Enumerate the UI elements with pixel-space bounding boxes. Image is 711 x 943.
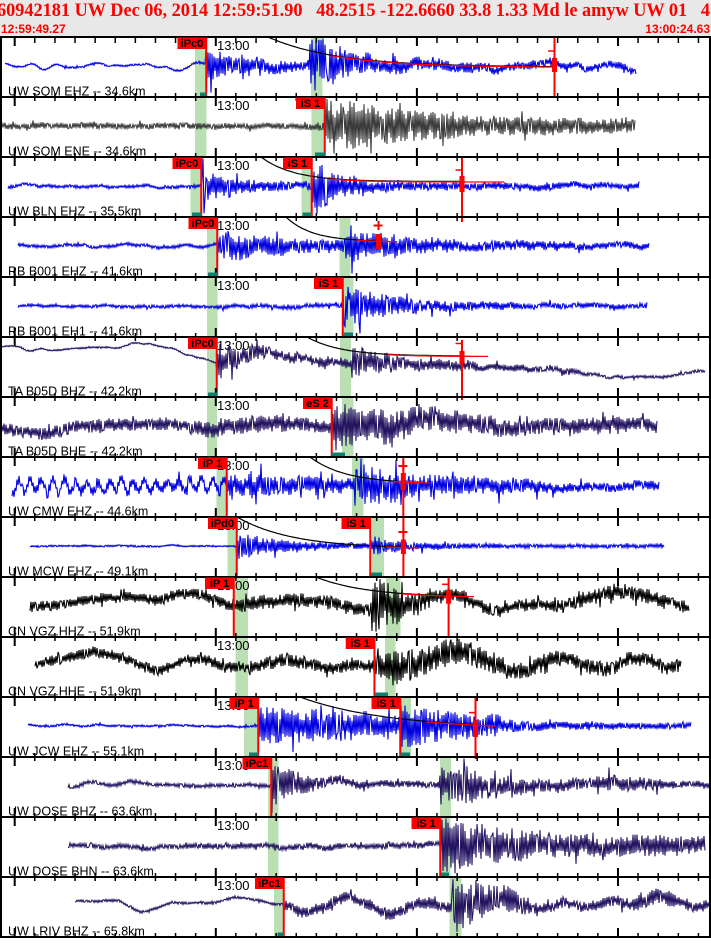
svg-text:iS 1: iS 1: [346, 518, 366, 530]
svg-text:TA B05D BHE -- 42.2km: TA B05D BHE -- 42.2km: [8, 445, 143, 459]
svg-text:13:00: 13:00: [217, 278, 250, 293]
svg-text:UW SQM ENE -- 34.6km: UW SQM ENE -- 34.6km: [8, 145, 146, 159]
svg-text:iS 1: iS 1: [319, 278, 339, 290]
svg-text:UW SQM EHZ -- 34.6km: UW SQM EHZ -- 34.6km: [8, 85, 146, 99]
svg-text:iPc0: iPc0: [176, 158, 199, 170]
svg-text:13:00: 13:00: [217, 338, 250, 353]
svg-text:13:00: 13:00: [217, 818, 250, 833]
svg-text:iPc0: iPc0: [191, 338, 214, 350]
svg-text:UW DOSE BHZ -- 63.6km: UW DOSE BHZ -- 63.6km: [8, 805, 152, 819]
svg-text:iP 1: iP 1: [210, 578, 229, 590]
svg-text:13:00: 13:00: [217, 758, 250, 773]
svg-text:eS 2: eS 2: [306, 398, 329, 410]
svg-text:iS 1: iS 1: [288, 158, 308, 170]
svg-text:13:00: 13:00: [217, 398, 250, 413]
svg-text:13:00: 13:00: [217, 38, 250, 53]
svg-text:13:00: 13:00: [217, 158, 250, 173]
svg-text:CN VGZ.HHZ -- 51.9km: CN VGZ.HHZ -- 51.9km: [8, 625, 141, 639]
svg-text:13:00:24.63: 13:00:24.63: [645, 22, 710, 36]
svg-text:UW MCW EHZ -- 49.1km: UW MCW EHZ -- 49.1km: [8, 565, 148, 579]
svg-text:iS 1: iS 1: [350, 638, 370, 650]
svg-text:UW DOSE BHN -- 63.6km: UW DOSE BHN -- 63.6km: [8, 865, 154, 879]
svg-text:CN VGZ.HHE -- 51.9km: CN VGZ.HHE -- 51.9km: [8, 685, 141, 699]
svg-text:iS 1: iS 1: [416, 818, 436, 830]
svg-text:iPc1: iPc1: [246, 758, 269, 770]
svg-text:UW CMW EHZ -- 44.6km: UW CMW EHZ -- 44.6km: [8, 505, 148, 519]
svg-text:13:00: 13:00: [217, 878, 250, 893]
svg-text:iPc1: iPc1: [258, 878, 281, 890]
svg-text:iP 1: iP 1: [203, 458, 222, 470]
svg-text:RB B001 EHZ -- 41.6km: RB B001 EHZ -- 41.6km: [8, 265, 143, 279]
svg-text:12:59:49.27: 12:59:49.27: [1, 22, 66, 36]
svg-text:iPc0: iPc0: [181, 38, 204, 50]
svg-text:UW LRIV BHZ -- 65.8km: UW LRIV BHZ -- 65.8km: [8, 925, 145, 939]
svg-text:iPc0: iPc0: [192, 218, 215, 230]
svg-text:TA B05D BHZ -- 42.2km: TA B05D BHZ -- 42.2km: [8, 385, 142, 399]
svg-text:UW JCW EHZ -- 55.1km: UW JCW EHZ -- 55.1km: [8, 745, 144, 759]
svg-text:60942181 UW Dec 06, 2014 12:59: 60942181 UW Dec 06, 2014 12:59:51.90 48.…: [0, 1, 710, 21]
svg-text:UW BLN EHZ -- 35.5km: UW BLN EHZ -- 35.5km: [8, 205, 141, 219]
svg-text:13:00: 13:00: [217, 218, 250, 233]
svg-text:RB B001 EH1 -- 41.6km: RB B001 EH1 -- 41.6km: [8, 325, 142, 339]
svg-text:13:00: 13:00: [217, 638, 250, 653]
svg-text:iP 1: iP 1: [234, 698, 253, 710]
svg-text:iPd0: iPd0: [211, 518, 234, 530]
svg-text:iS 1: iS 1: [376, 698, 396, 710]
svg-text:iS 1: iS 1: [301, 98, 321, 110]
svg-text:13:00: 13:00: [217, 98, 250, 113]
